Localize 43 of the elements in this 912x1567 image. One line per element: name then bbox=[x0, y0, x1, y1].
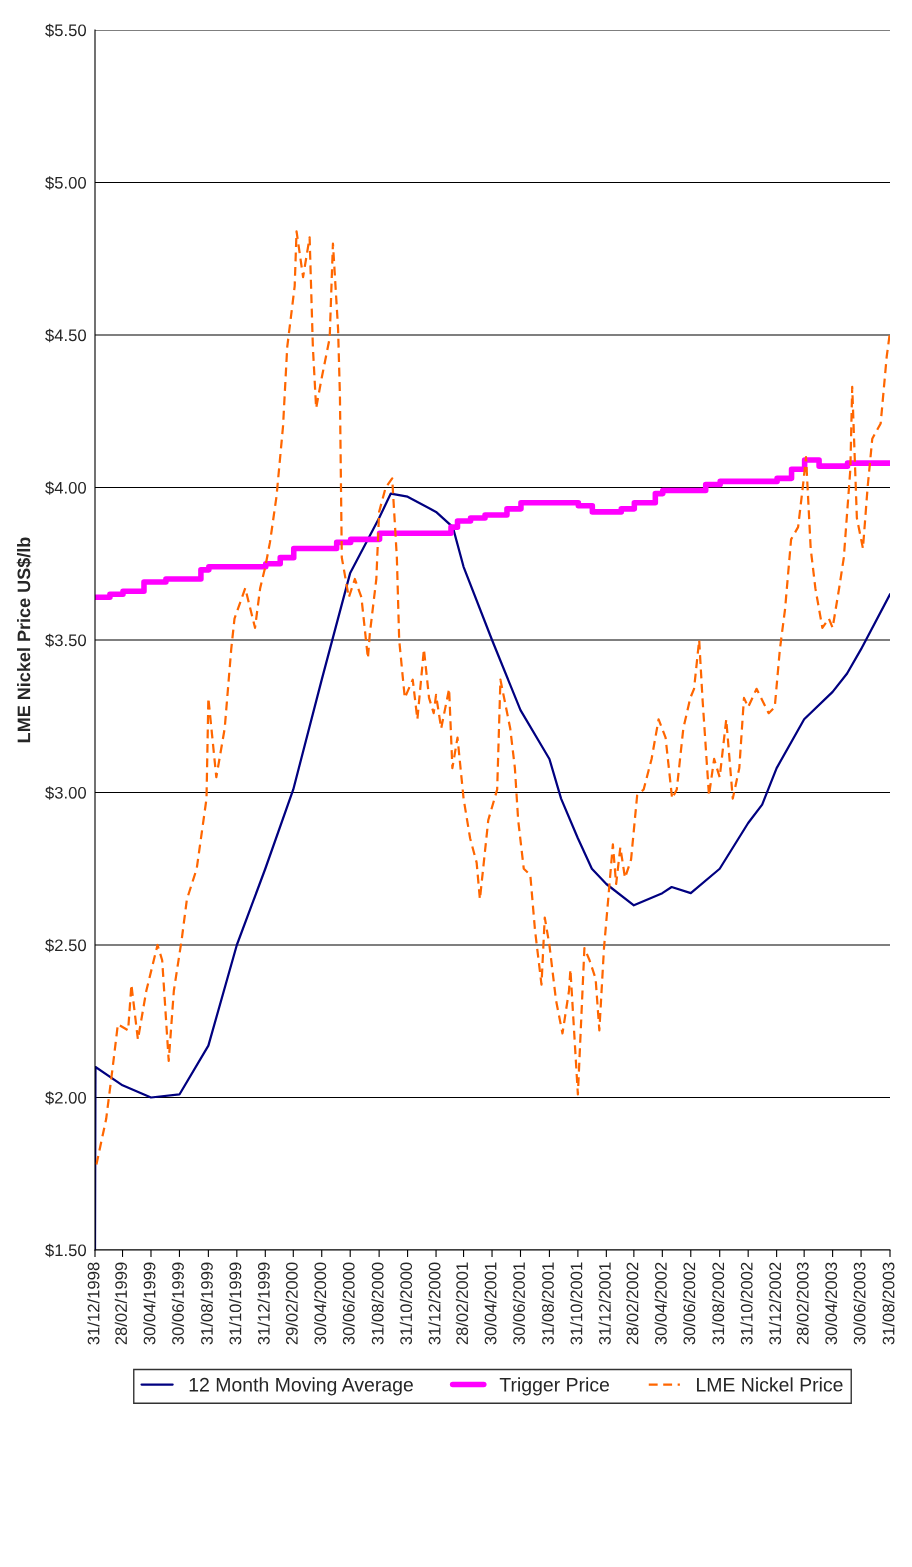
x-tick-label: 31/12/1998 bbox=[87, 1262, 100, 1345]
x-tick-label: 28/02/2003 bbox=[796, 1262, 809, 1345]
x-tick-label: 28/02/2002 bbox=[626, 1262, 639, 1345]
x-tick-label: 30/04/2003 bbox=[824, 1262, 838, 1345]
y-tick-label: $4.50 bbox=[45, 328, 87, 343]
x-tick-label: 31/08/2000 bbox=[371, 1262, 384, 1345]
x-tick-label: 30/06/2003 bbox=[853, 1262, 866, 1345]
x-tick-label: 30/04/1999 bbox=[143, 1262, 156, 1345]
x-tick-label: 30/06/2000 bbox=[342, 1262, 355, 1345]
y-tick-label: $4.00 bbox=[45, 481, 87, 495]
legend-label: LME Nickel Price bbox=[697, 1377, 843, 1392]
x-tick-label: 30/06/2002 bbox=[683, 1262, 696, 1345]
y-tick-label: $5.00 bbox=[45, 176, 87, 190]
line-series bbox=[95, 230, 890, 1166]
x-tick-label: 31/12/2000 bbox=[428, 1262, 441, 1345]
y-tick-label: $2.00 bbox=[45, 1091, 87, 1105]
y-axis-title: LME Nickel Price US$/lb bbox=[16, 537, 32, 743]
x-tick-label: 30/04/2001 bbox=[484, 1262, 497, 1345]
y-tick-label: $5.50 bbox=[45, 23, 87, 38]
x-tick-label: 31/12/2001 bbox=[598, 1262, 611, 1345]
x-tick-label: 30/04/2002 bbox=[654, 1262, 667, 1345]
x-tick-label: 30/06/2001 bbox=[512, 1262, 525, 1345]
x-tick-label: 30/04/2000 bbox=[313, 1262, 327, 1345]
x-tick-label: 31/08/2001 bbox=[541, 1262, 554, 1345]
x-tick-label: 30/06/1999 bbox=[171, 1262, 184, 1345]
x-tick-label: 31/08/2002 bbox=[711, 1262, 725, 1345]
y-tick-label: $2.50 bbox=[45, 938, 87, 953]
x-tick-label: 31/10/1999 bbox=[229, 1262, 242, 1345]
x-tick-label: 31/10/2002 bbox=[740, 1262, 753, 1345]
y-tick-label: $1.50 bbox=[45, 1243, 87, 1258]
x-tick-label: 28/02/2001 bbox=[455, 1262, 469, 1345]
x-tick-label: 31/10/2001 bbox=[570, 1262, 583, 1345]
x-tick-label: 31/08/2003 bbox=[882, 1262, 895, 1345]
y-tick-label: $3.00 bbox=[45, 786, 87, 800]
legend-label: 12 Month Moving Average bbox=[189, 1377, 413, 1396]
x-tick-label: 31/12/2002 bbox=[768, 1262, 782, 1345]
legend-label: Trigger Price bbox=[499, 1377, 610, 1396]
x-tick-label: 31/08/1999 bbox=[200, 1262, 213, 1345]
x-tick-label: 28/02/1999 bbox=[114, 1262, 127, 1345]
x-tick-label: 31/10/2000 bbox=[399, 1262, 413, 1345]
x-tick-label: 29/02/2000 bbox=[285, 1262, 298, 1345]
y-tick-label: $3.50 bbox=[45, 633, 87, 648]
x-tick-label: 31/12/1999 bbox=[257, 1262, 270, 1345]
